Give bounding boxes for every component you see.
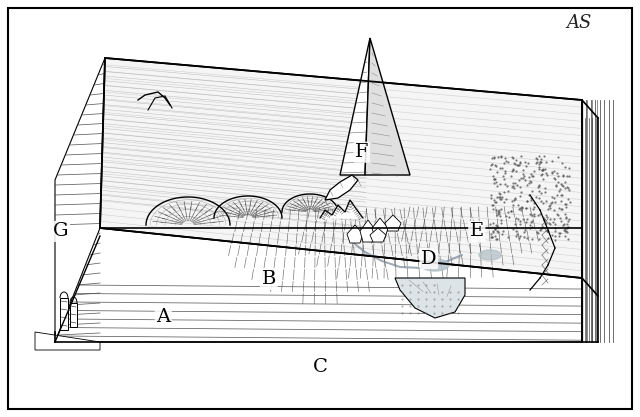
Polygon shape — [325, 175, 358, 200]
Polygon shape — [370, 228, 386, 242]
Text: D: D — [421, 249, 436, 268]
Polygon shape — [385, 215, 401, 231]
Polygon shape — [100, 58, 582, 278]
Polygon shape — [360, 220, 376, 242]
Text: C: C — [312, 358, 328, 376]
Text: G: G — [53, 222, 68, 241]
Polygon shape — [340, 38, 370, 175]
Text: F: F — [355, 143, 369, 161]
Text: A: A — [156, 308, 170, 326]
Polygon shape — [35, 332, 100, 350]
Polygon shape — [347, 225, 363, 243]
Ellipse shape — [421, 259, 449, 271]
Polygon shape — [365, 38, 410, 175]
Polygon shape — [70, 303, 77, 327]
Polygon shape — [372, 218, 388, 238]
Text: B: B — [262, 270, 276, 289]
Polygon shape — [395, 278, 465, 318]
Polygon shape — [60, 298, 68, 330]
Text: AS: AS — [566, 14, 592, 32]
Polygon shape — [320, 200, 363, 218]
Text: E: E — [470, 222, 484, 241]
Ellipse shape — [479, 250, 501, 260]
Polygon shape — [55, 228, 582, 342]
Polygon shape — [55, 58, 105, 342]
